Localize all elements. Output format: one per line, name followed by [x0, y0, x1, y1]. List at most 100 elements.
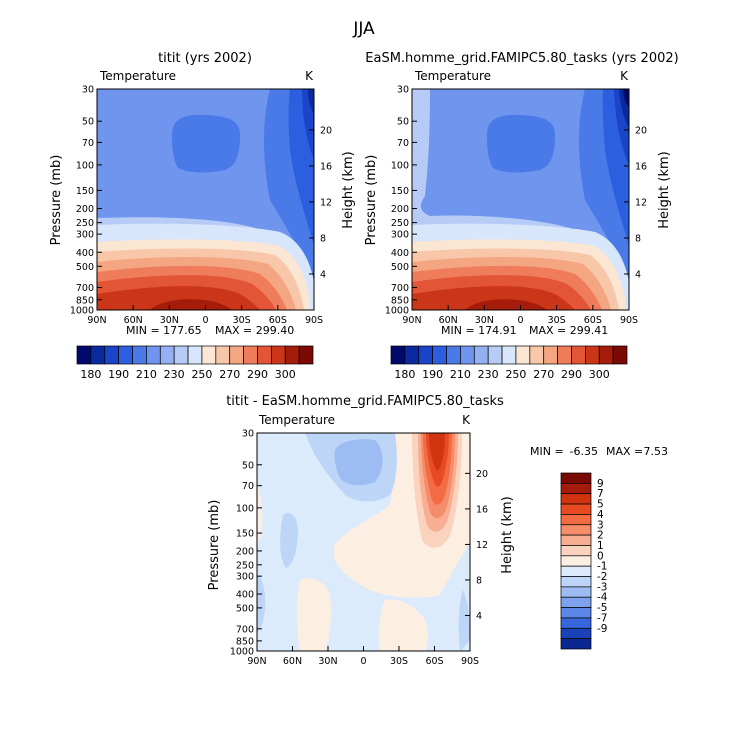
panel-b-min: MIN = 174.91	[441, 324, 517, 337]
panel-c-ylabel: Pressure (mb)	[207, 500, 222, 591]
panel-c-warm-core-6	[429, 433, 445, 471]
x-tick-label: 60N	[124, 315, 143, 326]
x-tick-label: 60N	[439, 315, 458, 326]
height-tick-label: 12	[635, 197, 647, 208]
x-tick-label: 30N	[318, 656, 337, 667]
x-tick-label: 30N	[160, 315, 179, 326]
colorbar-swatch	[560, 503, 592, 515]
panel-b: EaSM.homme_grid.FAMIPC5.80_tasks (yrs 20…	[364, 51, 679, 381]
colorbar-tick-label: 180	[394, 368, 415, 381]
colorbar-swatch	[473, 345, 489, 365]
colorbar-swatch	[529, 345, 545, 365]
x-tick-label: 0	[202, 315, 208, 326]
colorbar-swatch	[173, 345, 189, 365]
panel-b-band-w7	[465, 299, 547, 310]
y-tick-label: 150	[236, 529, 254, 540]
height-tick-label: 12	[476, 540, 488, 551]
y-tick-label: 700	[76, 283, 94, 294]
colorbar-swatch	[390, 345, 406, 365]
colorbar-swatch	[432, 345, 447, 365]
colorbar-swatch	[560, 596, 592, 608]
colorbar-tick-label: 290	[247, 368, 268, 381]
panel-a-variable: Temperature	[99, 69, 176, 83]
panel-b-x-ticks: 90N 60N 30N 0 30S 60S 90S	[402, 305, 638, 326]
panel-a-field	[97, 89, 314, 310]
colorbar-tick-label: 250	[505, 368, 526, 381]
panel-a-title: titit (yrs 2002)	[158, 51, 252, 66]
panel-c-variable: Temperature	[258, 413, 335, 427]
colorbar-tick-label: 270	[219, 368, 240, 381]
panel-a: titit (yrs 2002) Temperature K 30 50 70 100…	[49, 51, 356, 381]
height-tick-label: 4	[635, 269, 641, 280]
y-tick-label: 100	[391, 160, 409, 171]
panel-a-min: MIN = 177.65	[126, 324, 202, 337]
colorbar-swatch	[560, 576, 592, 588]
colorbar-tick-label: -1	[597, 561, 607, 573]
y-tick-label: 70	[82, 138, 94, 149]
colorbar-swatch	[501, 345, 517, 365]
y-tick-label: 400	[76, 248, 94, 259]
colorbar-swatch	[560, 534, 592, 546]
panel-c-right-ticks: 20 16 12 8 4	[465, 469, 488, 622]
colorbar-swatch	[487, 345, 503, 365]
height-tick-label: 20	[320, 125, 332, 136]
height-tick-label: 4	[320, 269, 326, 280]
panel-b-ylabel-right: Height (km)	[657, 151, 672, 228]
panel-c-ylabel-right: Height (km)	[500, 496, 515, 573]
colorbar-swatch	[543, 345, 558, 365]
y-tick-label: 250	[236, 560, 254, 571]
height-tick-label: 16	[320, 161, 332, 172]
x-tick-label: 0	[360, 656, 366, 667]
panel-b-field	[412, 89, 629, 310]
colorbar-swatch	[132, 345, 147, 365]
panel-a-right-ticks: 20 16 12 8 4	[309, 125, 332, 280]
y-tick-label: 700	[236, 624, 254, 635]
panel-c-min-value: -6.35	[570, 445, 598, 458]
colorbar-tick-label: 3	[597, 519, 604, 531]
panel-b-colorbar: 180 190 210 230 250 270 290 300	[390, 345, 628, 381]
colorbar-swatch	[104, 345, 119, 365]
x-tick-label: 90N	[87, 315, 106, 326]
panel-a-band-w7	[150, 299, 232, 310]
panel-c-max-label: MAX =	[606, 445, 643, 458]
colorbar-swatch	[118, 345, 133, 365]
colorbar-tick-label: -3	[597, 581, 607, 593]
colorbar-swatch	[76, 345, 92, 365]
y-tick-label: 30	[242, 429, 254, 440]
colorbar-swatch	[515, 345, 531, 365]
height-tick-label: 4	[476, 611, 482, 622]
height-tick-label: 16	[635, 161, 647, 172]
colorbar-tick-label: 300	[275, 368, 296, 381]
height-tick-label: 20	[635, 125, 647, 136]
colorbar-swatch	[90, 345, 106, 365]
y-tick-label: 200	[236, 546, 254, 557]
panel-c-x-ticks: 90N 60N 30N 0 30S 60S 90S	[247, 646, 479, 667]
panel-c-max-value: 7.53	[644, 445, 669, 458]
x-tick-label: 30S	[233, 315, 251, 326]
panel-c-cool-2	[334, 439, 383, 486]
panel-b-variable: Temperature	[414, 69, 491, 83]
colorbar-tick-label: 210	[136, 368, 157, 381]
panel-a-cold-core-inner	[172, 114, 240, 173]
colorbar-tick-label: 0	[597, 550, 604, 562]
panel-a-colorbar: 180 190 210 230 250 270 290 300	[76, 345, 314, 381]
colorbar-swatch	[560, 638, 592, 650]
y-tick-label: 200	[391, 204, 409, 215]
panel-a-ylabel: Pressure (mb)	[49, 155, 64, 246]
colorbar-swatch	[201, 345, 217, 365]
colorbar-swatch	[560, 493, 592, 505]
panel-c-field	[257, 433, 470, 651]
y-tick-label: 30	[397, 85, 409, 96]
colorbar-swatch	[571, 345, 586, 365]
colorbar-tick-label: 2	[597, 530, 604, 542]
colorbar-tick-label: 180	[80, 368, 101, 381]
colorbar-swatch	[284, 345, 300, 365]
y-tick-label: 300	[236, 572, 254, 583]
panel-b-right-ticks: 20 16 12 8 4	[624, 125, 647, 280]
y-tick-label: 70	[397, 138, 409, 149]
y-tick-label: 1000	[70, 306, 94, 317]
colorbar-tick-label: 300	[589, 368, 610, 381]
